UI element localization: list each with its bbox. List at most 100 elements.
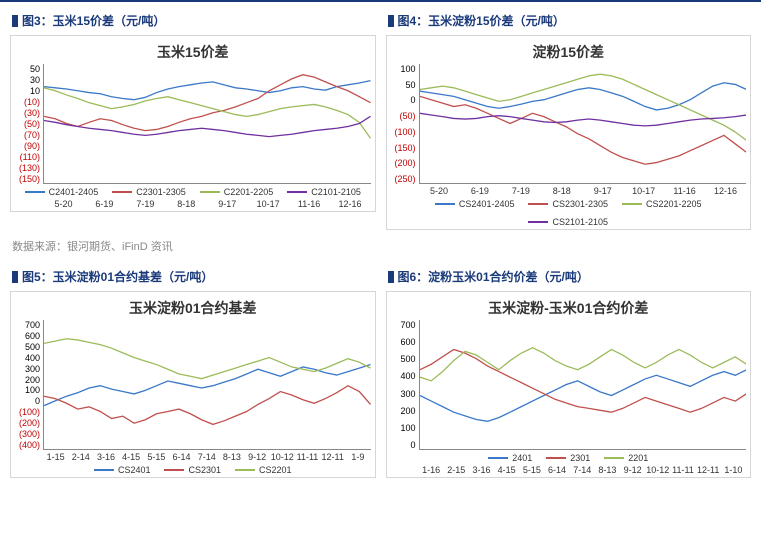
chart-title: 玉米15价差	[15, 42, 371, 62]
page-root: 图3：玉米15价差（元/吨） 玉米15价差503010(10)(30)(50)(7…	[0, 0, 761, 488]
series-line	[44, 116, 371, 136]
plot-wrap: 7006005004003002001000	[391, 320, 747, 450]
series-line	[44, 339, 371, 379]
series-line	[44, 365, 371, 406]
x-axis: 5-206-197-198-189-1710-1711-1612-16	[419, 186, 747, 196]
legend-swatch	[604, 457, 624, 459]
caption-text: 图4：玉米淀粉15价差（元/吨）	[398, 12, 565, 29]
y-tick: (200)	[15, 418, 40, 428]
x-tick: 8-13	[595, 465, 620, 475]
chart-caption: 图6：淀粉玉米01合约价差（元/吨）	[388, 268, 752, 285]
series-line	[420, 96, 747, 164]
x-tick: 10-12	[270, 452, 295, 462]
series-line	[44, 81, 371, 100]
y-tick: (10)	[15, 97, 40, 107]
legend: C2401-2405 C2301-2305 C2201-2205 C2101-2105	[15, 187, 371, 197]
y-tick: (70)	[15, 130, 40, 140]
chart-caption: 图4：玉米淀粉15价差（元/吨）	[388, 12, 752, 29]
x-tick: 9-17	[582, 186, 623, 196]
x-tick: 6-14	[544, 465, 569, 475]
caption-text: 图3：玉米15价差（元/吨）	[22, 12, 165, 29]
legend-swatch	[94, 469, 114, 471]
y-tick: 200	[15, 375, 40, 385]
legend-label: C2401-2405	[49, 187, 99, 197]
series-line	[420, 349, 747, 412]
y-tick: (100)	[15, 407, 40, 417]
legend-swatch	[200, 191, 220, 193]
caption-bar	[12, 271, 18, 283]
chart-svg	[420, 64, 747, 183]
y-tick: (150)	[391, 143, 416, 153]
x-tick: 9-12	[620, 465, 645, 475]
y-tick: 30	[15, 75, 40, 85]
chart-title: 淀粉15价差	[391, 42, 747, 62]
x-tick: 12-16	[330, 199, 371, 209]
y-tick: 400	[15, 353, 40, 363]
chart-box: 玉米淀粉01合约基差7006005004003002001000(100)(20…	[10, 291, 376, 478]
y-tick: (50)	[391, 111, 416, 121]
plot-wrap: 100500(50)(100)(150)(200)(250)	[391, 64, 747, 184]
caption-bar	[12, 15, 18, 27]
x-tick: 11-11	[295, 452, 320, 462]
legend-swatch	[25, 191, 45, 193]
series-line	[44, 88, 371, 139]
legend-label: CS2101-2105	[552, 217, 608, 227]
legend-item: 2301	[546, 453, 590, 463]
y-tick: 0	[391, 95, 416, 105]
x-tick: 7-19	[125, 199, 166, 209]
chart-caption: 图5：玉米淀粉01合约基差（元/吨）	[12, 268, 376, 285]
caption-text: 图5：玉米淀粉01合约基差（元/吨）	[22, 268, 213, 285]
y-tick: 50	[391, 80, 416, 90]
x-tick: 8-13	[219, 452, 244, 462]
plot-area	[419, 64, 747, 184]
y-tick: (100)	[391, 127, 416, 137]
caption-bar	[388, 15, 394, 27]
x-tick: 5-20	[419, 186, 460, 196]
y-axis: 503010(10)(30)(50)(70)(90)(110)(130)(150…	[15, 64, 43, 184]
legend-item: CS2401-2405	[435, 199, 515, 209]
series-line	[44, 386, 371, 425]
legend-swatch	[528, 221, 548, 223]
chart-caption: 图3：玉米15价差（元/吨）	[12, 12, 376, 29]
legend-label: CS2301	[188, 465, 221, 475]
legend: 240123012201	[391, 453, 747, 463]
x-tick: 8-18	[166, 199, 207, 209]
legend-label: C2201-2205	[224, 187, 274, 197]
x-tick: 10-17	[248, 199, 289, 209]
legend-label: C2101-2105	[311, 187, 361, 197]
plot-area	[419, 320, 747, 450]
series-line	[44, 75, 371, 131]
x-axis: 1-162-153-164-155-156-147-148-139-1210-1…	[419, 465, 747, 475]
legend-label: CS2201	[259, 465, 292, 475]
legend-item: 2401	[488, 453, 532, 463]
chart-box: 淀粉15价差100500(50)(100)(150)(200)(250)5-20…	[386, 35, 752, 230]
x-tick: 11-16	[289, 199, 330, 209]
legend-item: C2401-2405	[25, 187, 99, 197]
y-tick: 600	[15, 331, 40, 341]
legend-item: CS2101-2105	[528, 217, 608, 227]
legend-item: CS2301-2305	[528, 199, 608, 209]
x-tick: 10-12	[645, 465, 670, 475]
x-axis: 1-152-143-164-155-156-147-148-139-1210-1…	[43, 452, 371, 462]
legend-swatch	[488, 457, 508, 459]
y-tick: 300	[15, 364, 40, 374]
x-tick: 2-15	[444, 465, 469, 475]
legend-label: C2301-2305	[136, 187, 186, 197]
legend-swatch	[164, 469, 184, 471]
row-2: 图5：玉米淀粉01合约基差（元/吨） 玉米淀粉01合约基差700600500400…	[10, 264, 751, 478]
legend-swatch	[435, 203, 455, 205]
legend-swatch	[235, 469, 255, 471]
x-tick: 7-14	[194, 452, 219, 462]
legend-item: CS2401	[94, 465, 151, 475]
data-source: 数据来源：银河期货、iFinD 资讯	[12, 238, 749, 254]
y-axis: 7006005004003002001000	[391, 320, 419, 450]
x-tick: 3-16	[469, 465, 494, 475]
legend-label: 2401	[512, 453, 532, 463]
legend-label: CS2201-2205	[646, 199, 702, 209]
x-tick: 1-9	[345, 452, 370, 462]
legend: CS2401-2405 CS2301-2305 CS2201-2205 CS2101-…	[391, 199, 747, 227]
x-tick: 2-14	[68, 452, 93, 462]
y-tick: 200	[391, 406, 416, 416]
x-tick: 7-14	[570, 465, 595, 475]
x-tick: 5-15	[144, 452, 169, 462]
